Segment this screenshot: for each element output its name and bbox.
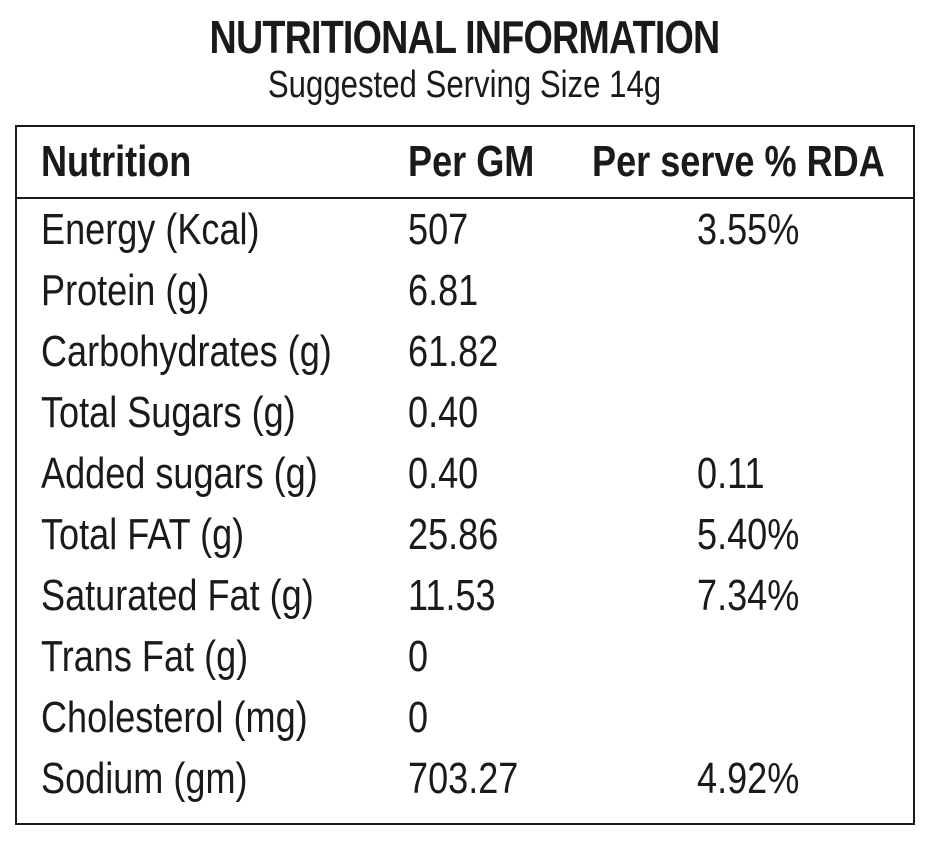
nutrient-name: Carbohydrates (g) (41, 327, 332, 376)
nutrient-name: Total FAT (g) (41, 510, 245, 559)
per-gm-value: 6.81 (408, 266, 479, 315)
table-row: Protein (g) 6.81 (17, 266, 913, 327)
table-row: Total FAT (g) 25.86 5.40% (17, 510, 913, 571)
page-title: NUTRITIONAL INFORMATION (209, 11, 721, 63)
per-gm-value: 61.82 (408, 327, 499, 376)
table-row: Trans Fat (g) 0 (17, 632, 913, 693)
header-per-gm: Per GM (408, 137, 535, 186)
nutrient-name: Sodium (gm) (41, 754, 248, 803)
table-row: Saturated Fat (g) 11.53 7.34% (17, 571, 913, 632)
nutrient-name: Trans Fat (g) (41, 632, 249, 681)
table-row: Added sugars (g) 0.40 0.11 (17, 449, 913, 510)
serving-size-subtitle: Suggested Serving Size 14g (267, 64, 662, 106)
rda-value: 3.55% (697, 205, 800, 254)
nutrient-name: Total Sugars (g) (41, 388, 296, 437)
rda-value: 0.11 (697, 449, 765, 498)
per-gm-value: 11.53 (408, 571, 496, 620)
table-row: Cholesterol (mg) 0 (17, 693, 913, 754)
nutrient-name: Added sugars (g) (41, 449, 318, 498)
per-gm-value: 0.40 (408, 388, 479, 437)
nutrient-name: Energy (Kcal) (41, 205, 260, 254)
per-gm-value: 0.40 (408, 449, 479, 498)
per-gm-value: 25.86 (408, 510, 499, 559)
per-gm-value: 0 (408, 693, 429, 742)
table-header-row: Nutrition Per GM Per serve % RDA (17, 127, 913, 199)
per-gm-value: 0 (408, 632, 429, 681)
header-nutrition: Nutrition (41, 137, 192, 186)
table-row: Energy (Kcal) 507 3.55% (17, 205, 913, 266)
rda-value: 7.34% (697, 571, 800, 620)
nutrient-name: Cholesterol (mg) (41, 693, 308, 742)
table-row: Carbohydrates (g) 61.82 (17, 327, 913, 388)
rda-value: 5.40% (697, 510, 800, 559)
rda-value: 4.92% (697, 754, 800, 803)
nutrition-table: Nutrition Per GM Per serve % RDA Energy … (15, 125, 915, 825)
header-per-serve-rda: Per serve % RDA (592, 137, 885, 186)
table-row: Sodium (gm) 703.27 4.92% (17, 754, 913, 815)
nutrient-name: Protein (g) (41, 266, 210, 315)
per-gm-value: 703.27 (408, 754, 519, 803)
per-gm-value: 507 (408, 205, 469, 254)
table-row: Total Sugars (g) 0.40 (17, 388, 913, 449)
nutrient-name: Saturated Fat (g) (41, 571, 314, 620)
